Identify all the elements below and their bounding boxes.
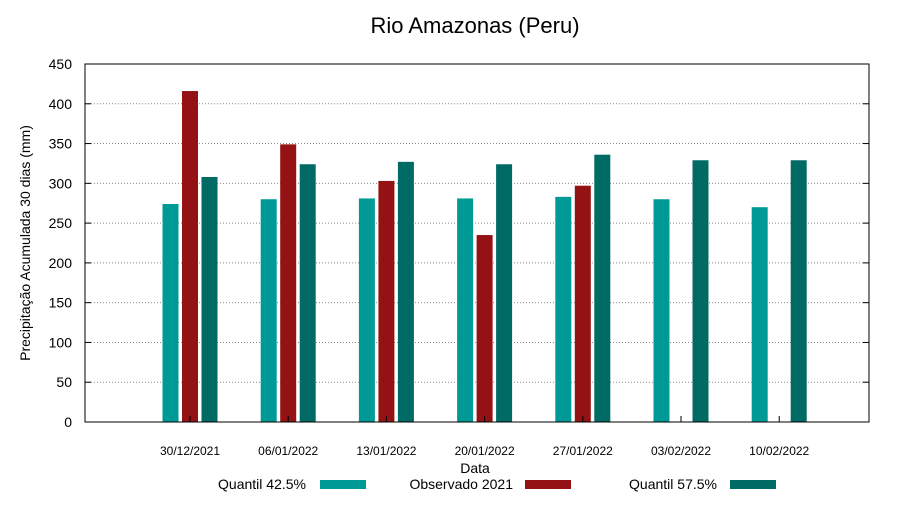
x-tick-label: 30/12/2021	[160, 444, 220, 458]
bar-observed	[378, 180, 395, 422]
x-tick-label: 13/01/2022	[356, 444, 416, 458]
y-tick-label: 450	[49, 56, 73, 72]
bar-q425	[358, 198, 375, 422]
plot-frame	[84, 63, 870, 423]
y-tick-label: 200	[49, 255, 73, 271]
legend-swatch	[730, 480, 776, 489]
legend-swatch	[525, 480, 571, 489]
x-tick-label: 20/01/2022	[455, 444, 515, 458]
y-tick-label: 400	[49, 96, 73, 112]
legend-label: Quantil 42.5%	[218, 476, 306, 492]
x-tick-label: 06/01/2022	[258, 444, 318, 458]
bar-layer	[162, 91, 807, 423]
bar-q425	[751, 207, 768, 422]
x-tick-label: 27/01/2022	[553, 444, 613, 458]
y-tick-label: 100	[49, 334, 73, 350]
bar-q425	[457, 198, 474, 422]
x-tick-label: 03/02/2022	[651, 444, 711, 458]
bar-q425	[260, 199, 277, 422]
y-tick-label: 50	[56, 374, 72, 390]
bar-q575	[594, 154, 611, 422]
bar-observed	[574, 185, 591, 422]
bar-q575	[496, 164, 513, 423]
x-axis-label: Data	[460, 460, 490, 476]
bar-q575	[299, 164, 316, 423]
legend-swatch	[320, 480, 366, 489]
bar-observed	[280, 144, 297, 422]
bar-observed	[476, 235, 493, 422]
bar-observed	[182, 91, 198, 422]
bar-q575	[397, 161, 414, 422]
bar-q425	[162, 204, 179, 422]
y-axis-label: Precipitação Acumulada 30 dias (mm)	[17, 125, 33, 361]
y-tick-label: 350	[49, 136, 73, 152]
y-tick-label: 0	[64, 414, 72, 430]
legend-label: Quantil 57.5%	[629, 476, 717, 492]
y-tick-label: 300	[49, 175, 73, 191]
x-axis: 30/12/2021 06/01/2022 13/01/2022 20/01/2022…	[160, 416, 810, 458]
y-tick-label: 250	[49, 215, 73, 231]
legend: Quantil 42.5% Observado 2021 Quantil 57.5%	[218, 476, 776, 492]
chart-title: Rio Amazonas (Peru)	[370, 13, 579, 38]
y-tick-label: 150	[49, 295, 73, 311]
bar-q425	[653, 199, 670, 422]
legend-label: Observado 2021	[409, 476, 513, 492]
x-tick-label: 10/02/2022	[749, 444, 809, 458]
bar-q575	[201, 176, 218, 422]
bar-q575	[692, 160, 709, 423]
bar-q425	[555, 196, 572, 422]
y-axis: 0 50 100 150 200 250 300 350 400 450	[49, 56, 869, 430]
bar-q575	[790, 160, 807, 423]
